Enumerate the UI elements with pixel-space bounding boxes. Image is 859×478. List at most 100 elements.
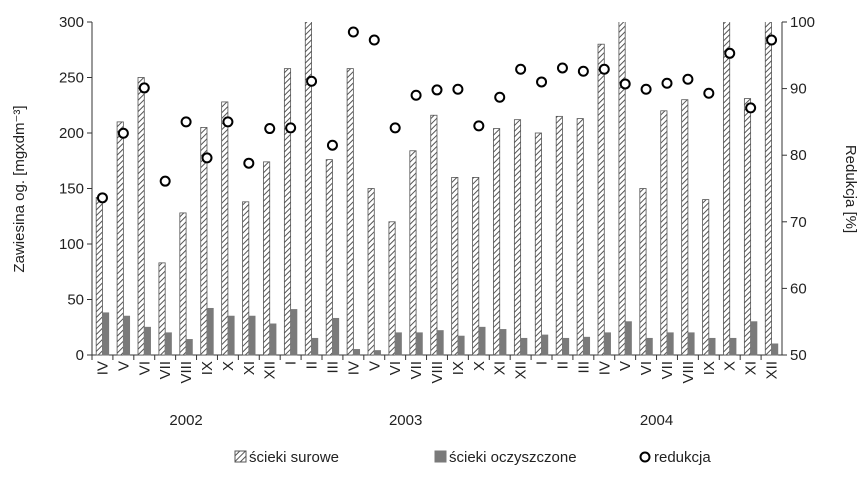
bar <box>290 309 298 356</box>
bar <box>520 337 528 356</box>
x-tick-label: XII <box>764 361 781 379</box>
bar <box>283 68 292 356</box>
bar <box>116 121 124 356</box>
plot-area <box>95 22 779 356</box>
bar <box>702 199 710 356</box>
reduction-marker <box>285 122 297 134</box>
bar <box>373 350 381 356</box>
x-tick-label: XI <box>492 361 509 375</box>
reduction-marker <box>243 157 255 169</box>
x-tick-label: XI <box>743 361 760 375</box>
reduction-marker <box>138 82 150 94</box>
reduction-marker <box>347 26 359 38</box>
reduction-marker <box>494 91 506 103</box>
x-tick-label: III <box>575 361 592 374</box>
bar <box>771 343 779 356</box>
reduction-marker <box>745 102 757 114</box>
reduction-marker <box>410 89 422 101</box>
year-label: 2004 <box>640 412 673 429</box>
reduction-marker <box>724 47 736 59</box>
bar <box>311 337 319 356</box>
bar <box>582 336 591 356</box>
bar <box>681 99 689 356</box>
y-tick-label: 250 <box>59 70 84 87</box>
x-tick-label: V <box>366 361 383 371</box>
bar <box>723 22 731 356</box>
reduction-marker <box>577 65 589 77</box>
bar <box>269 323 277 356</box>
y2-tick-label: 50 <box>790 347 807 364</box>
x-tick-label: VIII <box>680 361 697 384</box>
y-tick-label: 50 <box>67 292 84 309</box>
bar <box>603 332 611 356</box>
reduction-marker <box>96 192 108 204</box>
reduction-marker <box>661 77 673 89</box>
bar <box>304 22 312 356</box>
reduction-marker <box>326 139 338 151</box>
bar <box>451 176 459 356</box>
bar <box>143 326 151 356</box>
reduction-marker <box>117 127 129 139</box>
y-tick-label: 150 <box>59 181 84 198</box>
x-tick-label: IX <box>199 361 216 375</box>
reduction-marker <box>703 87 715 99</box>
x-tick-label: VI <box>136 361 153 375</box>
reduction-marker <box>766 34 778 46</box>
x-tick-label: X <box>722 361 739 371</box>
bar <box>576 118 584 356</box>
legend-swatch <box>234 450 247 463</box>
bar <box>164 332 172 356</box>
reduction-marker <box>452 83 464 95</box>
bar <box>137 77 145 356</box>
bar <box>388 221 396 356</box>
bar <box>472 176 480 356</box>
bar <box>562 337 570 356</box>
bar <box>729 337 737 356</box>
reduction-marker <box>368 34 380 46</box>
bar <box>750 321 758 356</box>
x-tick-label: VIII <box>178 361 195 384</box>
y2-tick-label: 60 <box>790 280 807 297</box>
bar <box>618 22 626 356</box>
bar <box>221 101 229 356</box>
x-tick-label: VIII <box>429 361 446 384</box>
bar <box>185 339 193 356</box>
bar <box>457 335 465 356</box>
bar <box>436 330 444 356</box>
y-axis-label: Zawiesina og. [mgxdm⁻³] <box>11 105 28 272</box>
legend-label: redukcja <box>654 449 711 466</box>
x-tick-label: VI <box>638 361 655 375</box>
x-tick-label: V <box>617 361 634 371</box>
bar <box>367 188 375 356</box>
bar <box>415 332 423 356</box>
reduction-marker <box>682 73 694 85</box>
y-tick-label: 100 <box>59 236 84 253</box>
bar <box>534 132 542 356</box>
bar <box>666 332 674 356</box>
bar <box>555 115 563 356</box>
bar <box>200 127 208 356</box>
x-tick-label: XII <box>513 361 530 379</box>
x-tick-label: I <box>534 361 551 365</box>
legend-marker <box>639 451 651 463</box>
x-tick-label: XI <box>241 361 258 375</box>
y2-tick-label: 100 <box>790 14 815 31</box>
reduction-marker <box>536 76 548 88</box>
x-tick-label: IV <box>345 361 362 375</box>
reduction-marker <box>556 62 568 74</box>
x-tick-label: III <box>324 361 341 374</box>
bar <box>639 188 647 356</box>
reduction-marker <box>473 120 485 132</box>
bar <box>708 337 716 356</box>
bar <box>624 321 632 356</box>
bar <box>227 315 235 356</box>
bar <box>409 150 417 356</box>
bar <box>242 201 250 356</box>
reduction-marker <box>222 116 234 128</box>
x-tick-label: VII <box>659 361 676 379</box>
y2-tick-label: 80 <box>790 147 807 164</box>
bar <box>597 43 605 356</box>
x-tick-label: X <box>220 361 237 371</box>
year-label: 2003 <box>389 412 422 429</box>
